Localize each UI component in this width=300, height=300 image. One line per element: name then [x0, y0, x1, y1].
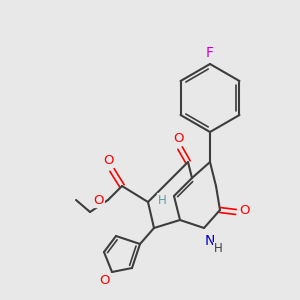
Text: N: N [205, 234, 215, 248]
Text: O: O [173, 133, 183, 146]
Text: O: O [94, 194, 104, 208]
Text: O: O [240, 203, 250, 217]
Text: O: O [99, 274, 109, 286]
Text: H: H [214, 242, 222, 256]
Text: H: H [158, 194, 166, 206]
Text: O: O [103, 154, 113, 167]
Text: F: F [206, 46, 214, 60]
